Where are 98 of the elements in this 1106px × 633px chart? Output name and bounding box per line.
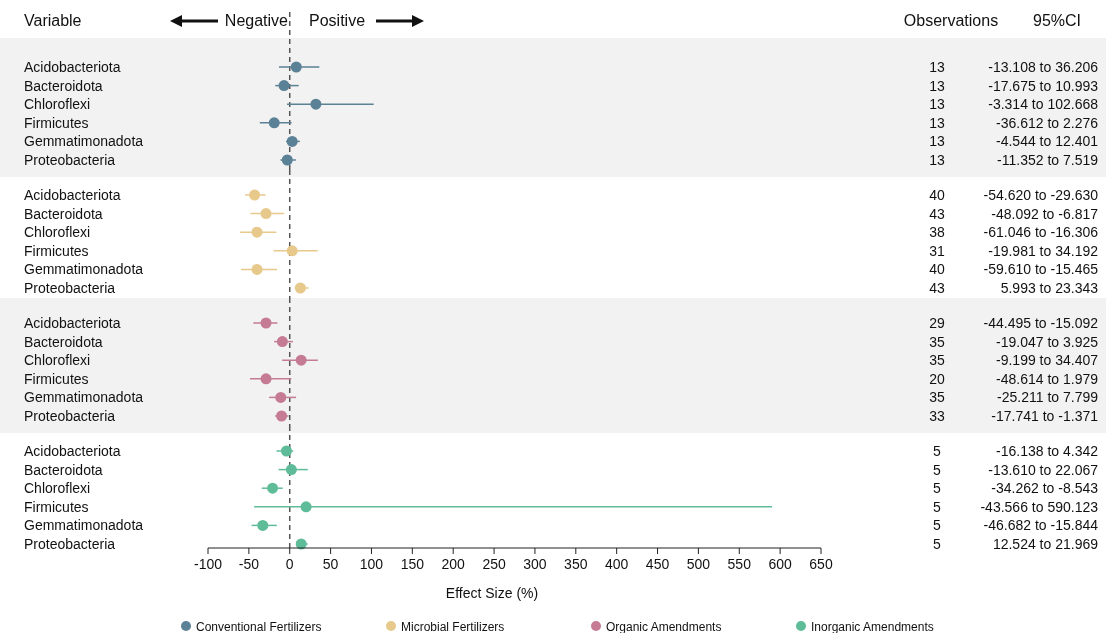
- text: -44.495 to -15.092: [983, 315, 1099, 331]
- text: 35: [929, 389, 945, 406]
- y-tick-label: Acidobacteriota: [24, 59, 121, 75]
- y-tick-label: Gemmatimonadota: [24, 133, 144, 150]
- x-tick-label: 200: [441, 556, 466, 572]
- legend-label: Organic Amendments: [606, 620, 722, 633]
- y-tick-label: Firmicutes: [24, 370, 89, 387]
- y-tick-label: Chloroflexi: [24, 352, 91, 369]
- y-tick-label: Firmicutes: [24, 114, 89, 131]
- text: Positive: [309, 12, 366, 29]
- text: 40: [929, 261, 945, 278]
- y-tick-label: Chloroflexi: [24, 480, 91, 497]
- text: -25.211 to 7.799: [997, 389, 1099, 406]
- text: 13: [929, 77, 945, 94]
- text: 13: [929, 114, 945, 131]
- x-tick-label: 50: [322, 556, 339, 572]
- y-tick-label: Acidobacteriota: [24, 315, 121, 331]
- text: 13: [929, 152, 945, 168]
- y-tick-label: Gemmatimonadota: [24, 389, 144, 406]
- y-tick-label: Chloroflexi: [24, 96, 91, 113]
- text: 33: [929, 408, 945, 424]
- x-tick-label: 150: [400, 556, 425, 572]
- text: 43: [929, 205, 945, 222]
- text: 5: [933, 498, 942, 515]
- y-tick-label: Gemmatimonadota: [24, 261, 144, 278]
- legend-label: Microbial Fertilizers: [401, 620, 505, 633]
- x-tick-label: 600: [768, 556, 793, 572]
- text: -59.610 to -15.465: [983, 261, 1099, 278]
- text: 31: [929, 242, 945, 259]
- text: 5: [933, 480, 942, 497]
- text: -16.138 to 4.342: [996, 443, 1099, 459]
- x-tick-label: 450: [645, 556, 670, 572]
- text: 13: [929, 96, 945, 113]
- text: 5: [933, 461, 942, 478]
- x-axis-title: Effect Size (%): [445, 585, 539, 601]
- text: -11.352 to 7.519: [997, 152, 1099, 168]
- text: Variable: [24, 12, 82, 29]
- x-tick-label: 350: [564, 556, 588, 572]
- text: 5.993 to 23.343: [1000, 280, 1099, 296]
- text: 40: [929, 187, 945, 203]
- x-tick-label: 500: [686, 556, 711, 572]
- x-tick-label: 650: [809, 556, 833, 572]
- text: -19.981 to 34.192: [988, 242, 1099, 259]
- y-tick-label: Gemmatimonadota: [24, 517, 144, 534]
- text: -19.047 to 3.925: [996, 333, 1099, 350]
- y-tick-label: Proteobacteria: [24, 536, 116, 552]
- text: 20: [929, 370, 945, 387]
- y-tick-label: Bacteroidota: [24, 333, 103, 350]
- y-tick-label: Chloroflexi: [24, 224, 91, 241]
- y-tick-label: Bacteroidota: [24, 461, 103, 478]
- x-tick-label: 250: [482, 556, 506, 572]
- y-tick-label: Bacteroidota: [24, 205, 103, 222]
- text: -17.675 to 10.993: [988, 77, 1099, 94]
- legend-label: Inorganic Amendments: [811, 620, 934, 633]
- y-tick-label: Proteobacteria: [24, 408, 116, 424]
- text: -46.682 to -15.844: [983, 517, 1099, 534]
- text: -3.314 to 102.668: [988, 96, 1099, 113]
- text: -4.544 to 12.401: [996, 133, 1099, 150]
- text: -36.612 to 2.276: [996, 114, 1099, 131]
- text: 12.524 to 21.969: [992, 536, 1099, 552]
- text: 38: [929, 224, 945, 241]
- x-tick-label: 0: [285, 556, 294, 572]
- text: -13.610 to 22.067: [988, 461, 1099, 478]
- text: 95%CI: [1032, 12, 1082, 29]
- x-tick-label: -50: [238, 556, 260, 572]
- text: 35: [929, 352, 945, 369]
- text: Observations: [903, 12, 999, 29]
- text: 5: [933, 536, 942, 552]
- text: 5: [933, 517, 942, 534]
- text: 29: [929, 315, 945, 331]
- x-tick-label: -100: [193, 556, 223, 572]
- text: -9.199 to 34.407: [996, 352, 1099, 369]
- x-tick-label: 100: [359, 556, 384, 572]
- text: 43: [929, 280, 945, 296]
- y-tick-label: Proteobacteria: [24, 280, 116, 296]
- y-tick-label: Firmicutes: [24, 242, 89, 259]
- legend-label: Conventional Fertilizers: [196, 620, 322, 633]
- text: -13.108 to 36.206: [988, 59, 1099, 75]
- y-tick-label: Firmicutes: [24, 498, 89, 515]
- text: -48.614 to 1.979: [996, 370, 1099, 387]
- y-tick-label: Proteobacteria: [24, 152, 116, 168]
- text: 13: [929, 59, 945, 75]
- text: 5: [933, 443, 942, 459]
- text: -61.046 to -16.306: [983, 224, 1099, 241]
- x-tick-label: 400: [604, 556, 629, 572]
- text: -48.092 to -6.817: [991, 205, 1099, 222]
- text: Negative: [224, 12, 289, 29]
- text: -34.262 to -8.543: [991, 480, 1099, 497]
- y-tick-label: Bacteroidota: [24, 77, 103, 94]
- text: -17.741 to -1.371: [991, 408, 1099, 424]
- text: 13: [929, 133, 945, 150]
- x-tick-label: 550: [727, 556, 752, 572]
- text: -54.620 to -29.630: [983, 187, 1099, 203]
- x-tick-label: 300: [523, 556, 547, 572]
- text: -43.566 to 590.123: [980, 498, 1099, 515]
- y-tick-label: Acidobacteriota: [24, 443, 121, 459]
- text: 35: [929, 333, 945, 350]
- y-tick-label: Acidobacteriota: [24, 187, 121, 203]
